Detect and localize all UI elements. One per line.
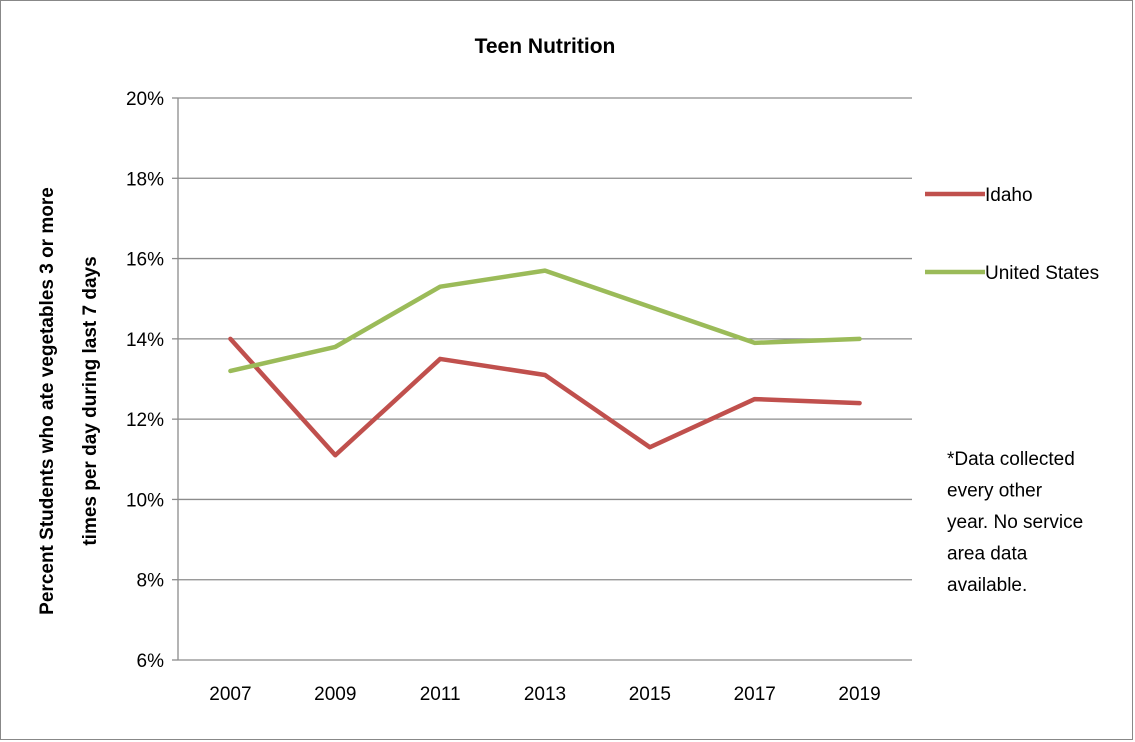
y-axis-label-line-2: times per day during last 7 days bbox=[80, 256, 101, 545]
x-tick-label: 2009 bbox=[314, 684, 356, 705]
series-line-idaho bbox=[228, 336, 862, 458]
note-line: *Data collected bbox=[947, 449, 1075, 470]
y-tick-label: 6% bbox=[137, 651, 165, 672]
x-tick-label: 2007 bbox=[209, 684, 251, 705]
y-tick-label: 20% bbox=[126, 89, 164, 110]
y-tick-label: 16% bbox=[126, 250, 164, 271]
x-tick-labels: 2007 2009 2011 2013 2015 2017 2019 bbox=[209, 684, 880, 705]
note-line: area data bbox=[947, 544, 1028, 565]
data-note: *Data collected every other year. No servi… bbox=[947, 449, 1083, 596]
axes bbox=[177, 98, 912, 661]
y-tick-labels: 6% 8% 10% 12% 14% 16% 18% 20% bbox=[126, 89, 164, 672]
y-tick-label: 12% bbox=[126, 410, 164, 431]
chart-title: Teen Nutrition bbox=[475, 35, 616, 58]
x-tick-label: 2011 bbox=[420, 684, 461, 705]
x-tick-label: 2017 bbox=[734, 684, 776, 705]
series-lines bbox=[228, 268, 862, 458]
note-line: every other bbox=[947, 481, 1043, 502]
legend-label: Idaho bbox=[985, 185, 1033, 206]
legend: Idaho United States bbox=[925, 185, 1099, 284]
note-line: year. No service bbox=[947, 512, 1083, 533]
series-line-united-states bbox=[228, 268, 862, 374]
x-tick-label: 2015 bbox=[629, 684, 671, 705]
y-tick-label: 10% bbox=[126, 490, 164, 511]
gridlines bbox=[172, 97, 912, 661]
y-axis-label-line-1: Percent Students who ate vegetables 3 or… bbox=[37, 187, 58, 615]
y-tick-label: 14% bbox=[126, 330, 164, 351]
legend-label: United States bbox=[985, 263, 1099, 284]
x-tick-label: 2013 bbox=[524, 684, 566, 705]
y-tick-label: 18% bbox=[126, 169, 164, 190]
note-line: available. bbox=[947, 575, 1027, 596]
y-tick-label: 8% bbox=[137, 571, 165, 592]
x-tick-label: 2019 bbox=[838, 684, 880, 705]
